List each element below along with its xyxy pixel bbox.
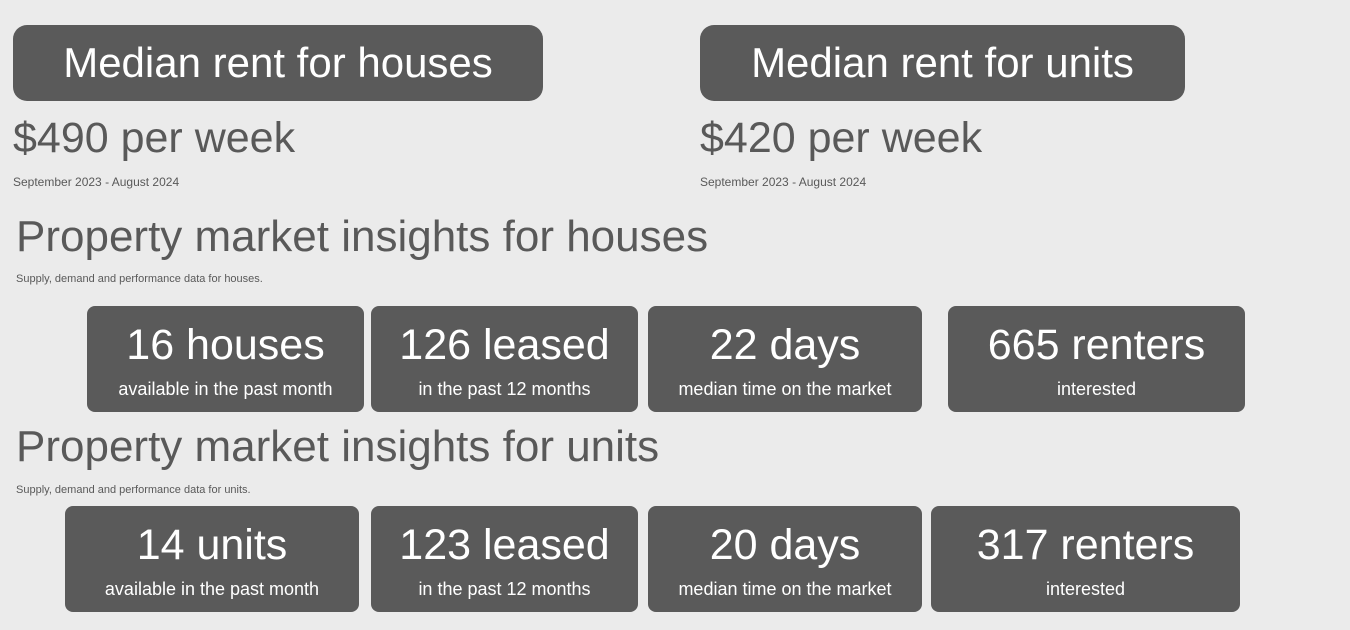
stat-label: interested xyxy=(1056,379,1137,399)
units-rent-title: Median rent for units xyxy=(700,25,1185,101)
stat-value: 123 leased xyxy=(399,521,610,569)
stat-label: median time on the market xyxy=(678,379,892,399)
stat-value: 665 renters xyxy=(987,321,1206,369)
units-stat-card: 317 renters interested xyxy=(931,506,1240,612)
houses-insights-title: Property market insights for houses xyxy=(16,212,709,261)
houses-stat-card: 126 leased in the past 12 months xyxy=(371,306,638,412)
houses-insights-subtitle: Supply, demand and performance data for … xyxy=(16,273,263,285)
stat-label: interested xyxy=(1045,579,1126,599)
stat-label: available in the past month xyxy=(104,579,320,599)
stat-label: available in the past month xyxy=(118,379,333,399)
houses-rent-period: September 2023 - August 2024 xyxy=(13,175,180,189)
stat-label: in the past 12 months xyxy=(418,579,591,599)
houses-stat-card: 16 houses available in the past month xyxy=(87,306,364,412)
stat-value: 14 units xyxy=(136,521,288,569)
stat-label: median time on the market xyxy=(678,579,892,599)
stat-value: 22 days xyxy=(709,321,861,369)
units-rent-price: $420 per week xyxy=(700,114,983,162)
stat-value: 126 leased xyxy=(399,321,610,369)
units-stat-card: 123 leased in the past 12 months xyxy=(371,506,638,612)
units-stat-card: 20 days median time on the market xyxy=(648,506,922,612)
units-insights-subtitle: Supply, demand and performance data for … xyxy=(16,484,251,496)
units-stat-card: 14 units available in the past month xyxy=(65,506,359,612)
units-rent-period: September 2023 - August 2024 xyxy=(700,175,867,189)
houses-rent-title: Median rent for houses xyxy=(13,25,543,101)
stat-value: 20 days xyxy=(709,521,861,569)
stat-label: in the past 12 months xyxy=(418,379,591,399)
houses-rent-price: $490 per week xyxy=(13,114,296,162)
houses-stat-card: 22 days median time on the market xyxy=(648,306,922,412)
stat-value: 16 houses xyxy=(126,321,325,369)
houses-stat-card: 665 renters interested xyxy=(948,306,1245,412)
units-insights-title: Property market insights for units xyxy=(16,422,660,471)
stat-value: 317 renters xyxy=(976,521,1195,569)
